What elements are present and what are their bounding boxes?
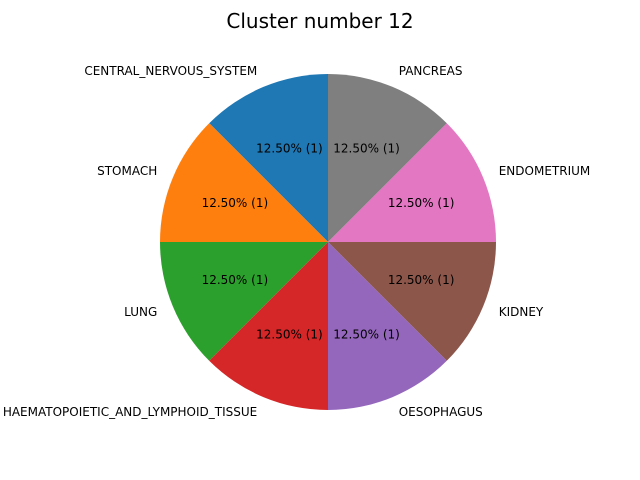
percent-label: 12.50% (1) [388,196,455,210]
slice-label: ENDOMETRIUM [499,164,591,178]
slice-label: HAEMATOPOIETIC_AND_LYMPHOID_TISSUE [3,405,257,419]
pie-slice-kidney [328,242,496,361]
percent-label: 12.50% (1) [388,273,455,287]
percent-label: 12.50% (1) [333,141,400,155]
pie-slice-central-nervous-system [209,74,328,242]
percent-label: 12.50% (1) [333,328,400,342]
slice-label: LUNG [124,305,157,319]
pie-slice-haematopoietic-and-lymphoid-tissue [209,242,328,411]
chart-title: Cluster number 12 [226,9,413,33]
percent-labels: 12.50% (1) 12.50% (1) 12.50% (1) 12.50% (1)… [202,141,455,341]
slice-label: CENTRAL_NERVOUS_SYSTEM [84,64,257,78]
pie-slices [160,74,496,411]
pie-slice-oesophagus [328,242,447,410]
slice-label: KIDNEY [499,305,544,319]
percent-label: 12.50% (1) [202,196,269,210]
slice-labels: CENTRAL_NERVOUS_SYSTEM STOMACH LUNG HAEMATO… [3,64,590,419]
pie-slice-endometrium [328,123,496,242]
slice-label: OESOPHAGUS [399,405,483,419]
percent-label: 12.50% (1) [256,141,323,155]
slice-label: PANCREAS [399,64,463,78]
slice-label: STOMACH [97,164,157,178]
percent-label: 12.50% (1) [256,328,323,342]
pie-slice-pancreas [328,74,447,242]
pie-slice-stomach [160,123,328,242]
percent-label: 12.50% (1) [202,273,269,287]
pie-slice-lung [160,242,328,361]
